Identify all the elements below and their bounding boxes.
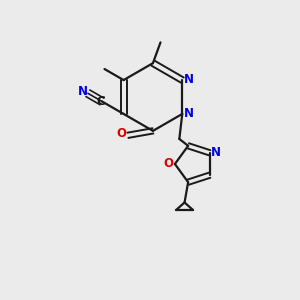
Text: O: O xyxy=(116,127,126,140)
Text: N: N xyxy=(78,85,88,98)
Text: N: N xyxy=(184,107,194,120)
Text: C: C xyxy=(96,95,105,108)
Text: N: N xyxy=(211,146,221,159)
Text: N: N xyxy=(184,73,194,86)
Text: O: O xyxy=(164,158,173,170)
